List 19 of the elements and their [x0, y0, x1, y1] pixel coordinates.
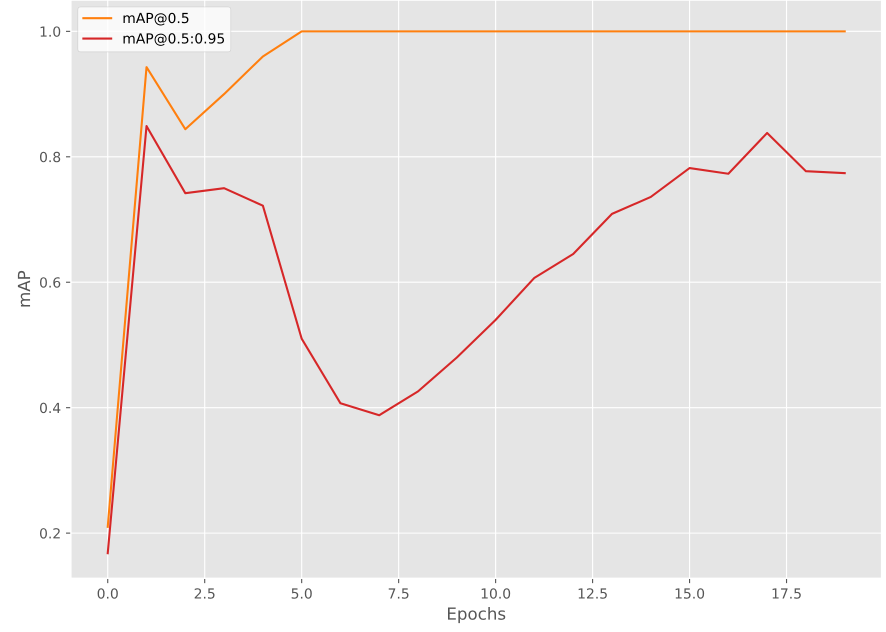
y-tick-label: 1.0 [40, 26, 60, 37]
y-tick-label: 0.6 [40, 277, 60, 288]
line-series [106, 30, 846, 528]
y-tick-label: 0.2 [40, 528, 60, 539]
x-tick-label: 2.5 [194, 588, 215, 599]
line-series [106, 125, 846, 554]
y-tick-label: 0.4 [40, 402, 60, 414]
y-tick-label: 0.8 [40, 152, 60, 162]
legend-label: mAP@0.5 [124, 12, 188, 26]
legend-label: mAP@0.5:0.95 [124, 33, 224, 46]
x-tick-label: 5.0 [292, 588, 312, 599]
x-tick-label: 0.0 [98, 588, 118, 599]
x-axis-title: Epochs [448, 607, 506, 624]
x-tick-label: 10.0 [482, 588, 510, 599]
x-tick-label: 15.0 [676, 588, 704, 599]
x-tick-label: 7.5 [388, 588, 408, 599]
y-axis-title: mAP [18, 270, 30, 306]
x-tick-label: 17.5 [772, 588, 801, 599]
x-tick-label: 12.5 [578, 588, 607, 599]
